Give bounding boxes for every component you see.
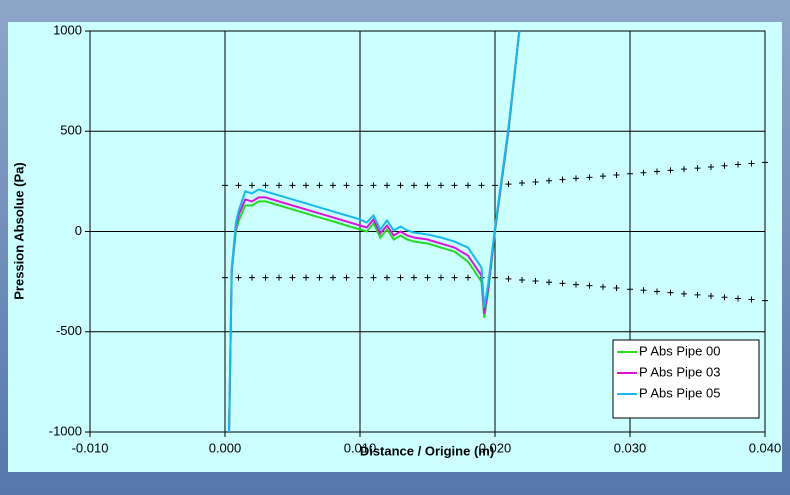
- x-tick-label: 0.020: [479, 440, 512, 455]
- legend-label: P Abs Pipe 05: [639, 385, 720, 400]
- y-tick-label: 1000: [53, 22, 82, 37]
- y-tick-label: -1000: [49, 423, 82, 438]
- page: {"chart_data": {"type": "line", "x_label…: [0, 0, 790, 495]
- legend-label: P Abs Pipe 00: [639, 343, 720, 358]
- chart: Distance / Origine (m) Pression Absolue …: [0, 0, 790, 495]
- x-tick-label: 0.030: [614, 440, 647, 455]
- legend-label: P Abs Pipe 03: [639, 364, 720, 379]
- x-axis-title: Distance / Origine (m): [360, 443, 494, 458]
- y-axis-title: Pression Absolue (Pa): [11, 162, 26, 300]
- x-tick-label: 0.010: [344, 440, 377, 455]
- y-tick-label: -500: [56, 323, 82, 338]
- x-tick-label: 0.000: [209, 440, 242, 455]
- y-tick-label: 500: [60, 123, 82, 138]
- x-tick-label: 0.040: [749, 440, 782, 455]
- x-tick-label: -0.010: [72, 440, 109, 455]
- y-tick-label: 0: [75, 223, 82, 238]
